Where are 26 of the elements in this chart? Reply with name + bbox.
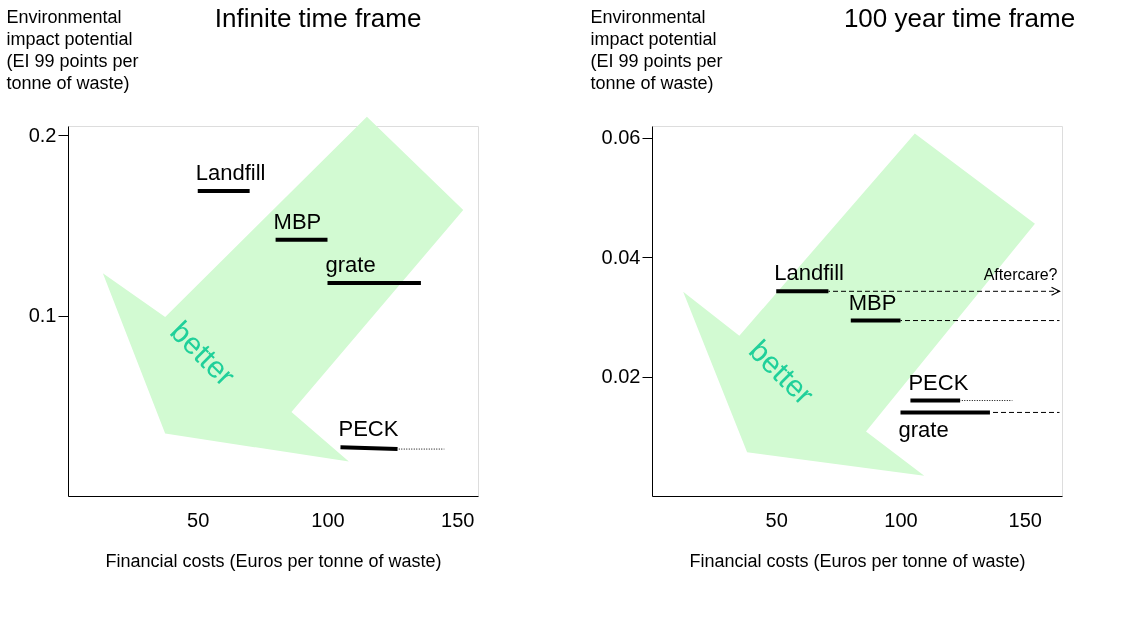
- y-axis-title: Environmental impact potential (EI 99 points per tonne of waste): [590, 6, 723, 93]
- x-axis-title: Financial costs (Euros per tonne of waste): [689, 550, 1026, 571]
- series-label: Landfill: [774, 260, 844, 286]
- y-tick-label: 0.1: [28, 304, 57, 327]
- y-tick-label: 0.04: [601, 245, 641, 268]
- x-tick-label: 50: [187, 508, 210, 531]
- x-tick-label: 100: [311, 508, 345, 531]
- series-label: grate: [325, 252, 376, 278]
- x-axis-title: Financial costs (Euros per tonne of waste): [105, 550, 442, 571]
- series-label: grate: [898, 417, 949, 443]
- x-tick-label: 100: [884, 508, 918, 531]
- y-tick-label: 0.02: [601, 365, 641, 388]
- chart-title: 100 year time frame: [843, 3, 1076, 33]
- annotation: Aftercare?: [983, 266, 1058, 284]
- series-label: MBP: [273, 208, 322, 234]
- x-tick-label: 50: [765, 508, 788, 531]
- y-tick-label: 0.06: [601, 126, 641, 149]
- y-tick-label: 0.2: [28, 123, 57, 146]
- y-axis-title: Environmental impact potential (EI 99 points per tonne of waste): [6, 6, 139, 93]
- series-label: PECK: [908, 369, 969, 395]
- chart-title: Infinite time frame: [214, 3, 422, 33]
- series-label: PECK: [338, 416, 399, 442]
- series-label: MBP: [848, 289, 897, 315]
- x-tick-label: 150: [1008, 508, 1042, 531]
- x-tick-label: 150: [441, 508, 475, 531]
- series-label: Landfill: [195, 159, 266, 185]
